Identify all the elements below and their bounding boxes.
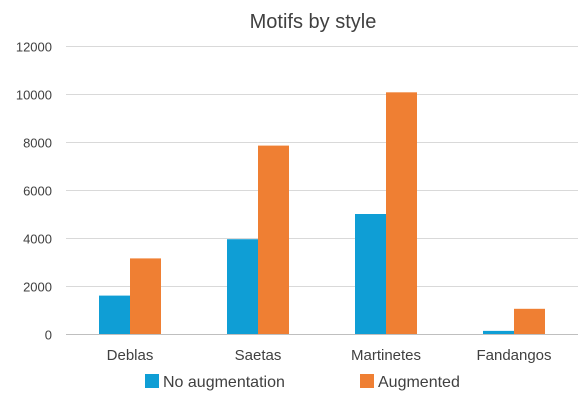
x-category-label: Saetas — [235, 347, 282, 364]
legend: No augmentation Augmented — [145, 374, 460, 391]
bar-no-augmentation-martinetes — [355, 214, 386, 334]
bar-no-augmentation-fandangos — [483, 330, 514, 334]
y-tick-label: 6000 — [23, 184, 52, 199]
bars — [99, 92, 545, 334]
y-tick-label: 2000 — [23, 280, 52, 295]
y-tick-label: 4000 — [23, 232, 52, 247]
bar-augmented-saetas — [258, 145, 289, 334]
x-axis-category-labels: Deblas Saetas Martinetes Fandangos — [107, 347, 552, 364]
bar-augmented-deblas — [130, 258, 161, 334]
legend-label: Augmented — [378, 374, 460, 391]
bar-no-augmentation-saetas — [227, 239, 258, 334]
legend-label: No augmentation — [163, 374, 285, 391]
legend-swatch — [360, 374, 374, 388]
bar-augmented-fandangos — [514, 308, 545, 334]
y-tick-label: 12000 — [16, 40, 52, 55]
bar-no-augmentation-deblas — [99, 295, 130, 334]
y-tick-label: 8000 — [23, 136, 52, 151]
legend-swatch — [145, 374, 159, 388]
x-category-label: Fandangos — [476, 347, 551, 364]
y-tick-label: 10000 — [16, 88, 52, 103]
x-category-label: Martinetes — [351, 347, 421, 364]
y-tick-label: 0 — [45, 328, 52, 343]
bar-augmented-martinetes — [386, 92, 417, 334]
x-category-label: Deblas — [107, 347, 154, 364]
chart-title: Motifs by style — [250, 11, 377, 33]
y-axis-tick-labels: 0 2000 4000 6000 8000 10000 12000 — [16, 40, 52, 343]
